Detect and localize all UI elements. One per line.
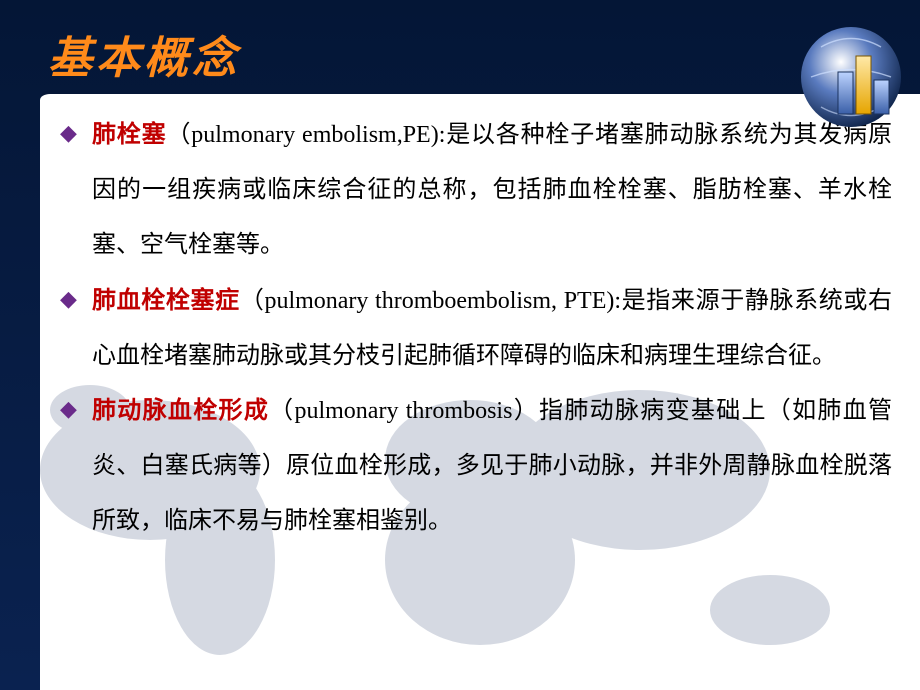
latin: （pulmonary thromboembolism, PTE): <box>240 288 621 314</box>
latin: （pulmonary thrombosis） <box>269 398 539 424</box>
slide: 基本概念 肺栓塞（pulmonary embolism,PE):是以各种栓子堵塞… <box>0 0 920 690</box>
slide-header: 基本概念 <box>0 18 920 90</box>
slide-content: 肺栓塞（pulmonary embolism,PE):是以各种栓子堵塞肺动脉系统… <box>40 100 920 690</box>
bullet-item: 肺动脉血栓形成（pulmonary thrombosis）指肺动脉病变基础上（如… <box>60 384 892 550</box>
bullet-item: 肺血栓栓塞症（pulmonary thromboembolism, PTE):是… <box>60 274 892 384</box>
slide-title: 基本概念 <box>48 22 240 86</box>
term: 肺栓塞 <box>92 122 166 148</box>
bullet-item: 肺栓塞（pulmonary embolism,PE):是以各种栓子堵塞肺动脉系统… <box>60 108 892 274</box>
latin: （pulmonary embolism,PE): <box>166 122 445 148</box>
term: 肺动脉血栓形成 <box>92 398 269 424</box>
term: 肺血栓栓塞症 <box>92 288 240 314</box>
globe-chart-icon <box>796 22 906 132</box>
